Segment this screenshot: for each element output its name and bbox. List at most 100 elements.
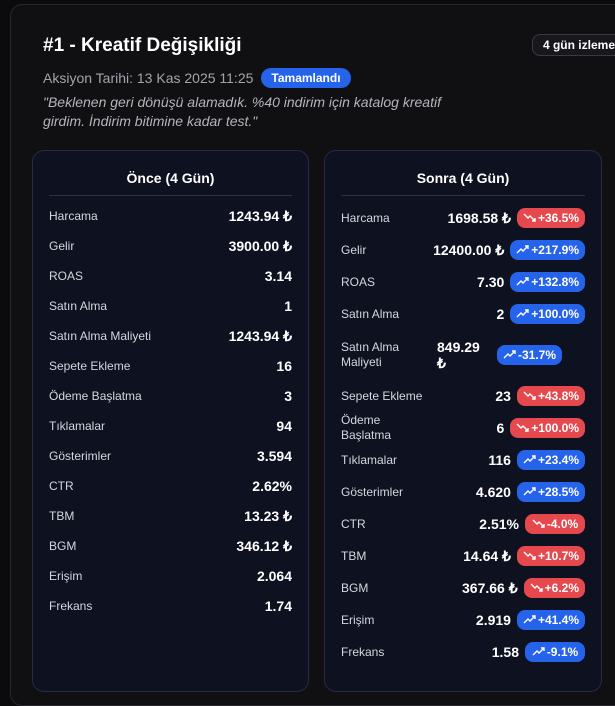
up-icon	[503, 348, 518, 362]
change-badge: +41.4%	[516, 610, 585, 630]
change-badge: -9.1%	[525, 642, 585, 662]
metric-value: 1.74	[264, 598, 292, 614]
metric-row: Satın Alma Maliyeti 1243.94 ₺	[49, 328, 292, 344]
metric-value: 1243.94 ₺	[228, 207, 292, 224]
metric-label: Tıklamalar	[49, 419, 106, 433]
down-icon	[523, 389, 538, 403]
metric-label: Harcama	[49, 209, 98, 223]
metric-value: 2.919	[475, 612, 511, 628]
metric-row: Erişim 2.919 +41.4%	[341, 609, 585, 631]
metric-value: 94	[276, 418, 292, 434]
metric-label: Gösterimler	[341, 484, 404, 499]
metric-row: CTR 2.62%	[49, 478, 292, 494]
metric-row: Gelir 12400.00 ₺ +217.9%	[341, 239, 585, 261]
metric-label: Sepete Ekleme	[341, 388, 423, 403]
up-icon	[523, 485, 538, 499]
metric-value: 6	[496, 420, 505, 436]
metric-row: Satın Alma 2 +100.0%	[341, 303, 585, 325]
metric-value: 16	[276, 358, 292, 374]
metric-value: 367.66 ₺	[462, 579, 518, 596]
metric-label: BGM	[341, 580, 369, 595]
metric-row: Satın Alma Maliyeti 849.29 ₺ -31.7%	[341, 339, 585, 371]
change-value: +100.0%	[531, 421, 579, 435]
metric-value: 4.620	[475, 484, 511, 500]
metric-label: Erişim	[49, 569, 83, 583]
change-badge: -4.0%	[525, 514, 585, 534]
change-badge: +23.4%	[516, 450, 585, 470]
metric-row: Erişim 2.064	[49, 568, 292, 584]
change-value: +43.8%	[537, 389, 579, 403]
action-note: "Beklenen geri dönüşü alamadık. %40 indi…	[43, 94, 441, 129]
action-date: Aksiyon Tarihi: 13 Kas 2025 11:25	[43, 70, 254, 86]
metric-label: Gösterimler	[49, 449, 112, 463]
metric-value: 849.29 ₺	[437, 338, 480, 371]
metric-row: Sepete Ekleme 16	[49, 358, 292, 374]
down-icon	[532, 517, 547, 531]
metric-value: 1.58	[491, 644, 519, 660]
change-badge: +10.7%	[516, 546, 585, 566]
change-value: +132.8%	[531, 275, 579, 289]
after-panel: Sonra (4 Gün) Harcama 1698.58 ₺ +36.5% Geli…	[324, 150, 602, 692]
change-value: +100.0%	[531, 307, 579, 321]
metric-row: Gösterimler 3.594	[49, 448, 292, 464]
metric-row: Harcama 1698.58 ₺ +36.5%	[341, 207, 585, 229]
metric-label: BGM	[49, 539, 77, 553]
down-icon	[530, 581, 545, 595]
metric-row: Gösterimler 4.620 +28.5%	[341, 481, 585, 503]
divider	[49, 195, 292, 196]
change-value: -9.1%	[546, 645, 579, 659]
metric-value: 116	[488, 452, 511, 468]
metric-row: BGM 367.66 ₺ +6.2%	[341, 577, 585, 599]
down-icon	[516, 421, 531, 435]
before-title: Önce (4 Gün)	[126, 170, 215, 186]
metric-row: Tıklamalar 116 +23.4%	[341, 449, 585, 471]
metric-label: Frekans	[341, 644, 385, 659]
metric-value: 2	[496, 306, 505, 322]
before-panel: Önce (4 Gün) Harcama 1243.94 ₺ Gelir 3900.0…	[32, 150, 309, 692]
up-icon	[516, 243, 531, 257]
change-badge: +217.9%	[510, 240, 585, 260]
change-badge: +100.0%	[510, 304, 585, 324]
change-value: +23.4%	[537, 453, 579, 467]
change-badge: +43.8%	[516, 386, 585, 406]
change-value: +36.5%	[537, 211, 579, 225]
metric-label: Frekans	[49, 599, 93, 613]
metric-row: TBM 14.64 ₺ +10.7%	[341, 545, 585, 567]
metric-row: Tıklamalar 94	[49, 418, 292, 434]
metric-row: Ödeme Başlatma 3	[49, 388, 292, 404]
metric-row: Frekans 1.58 -9.1%	[341, 641, 585, 663]
metric-label: Tıklamalar	[341, 452, 398, 467]
divider	[341, 195, 585, 196]
metric-label: Ödeme Başlatma	[49, 389, 142, 403]
metric-label: Satın Alma Maliyeti	[341, 340, 400, 369]
metric-label: ROAS	[49, 269, 84, 283]
metric-row: Sepete Ekleme 23 +43.8%	[341, 385, 585, 407]
metric-label: ROAS	[341, 274, 376, 289]
up-icon	[516, 275, 531, 289]
down-icon	[523, 211, 538, 225]
metric-label: Sepete Ekleme	[49, 359, 131, 373]
metric-label: TBM	[341, 548, 367, 563]
metric-row: Harcama 1243.94 ₺	[49, 208, 292, 224]
metric-label: TBM	[49, 509, 75, 523]
change-badge: -31.7%	[497, 345, 563, 365]
metric-label: Ödeme Başlatma	[341, 413, 392, 442]
metric-value: 1	[284, 298, 292, 314]
metric-label: Satın Alma Maliyeti	[49, 329, 152, 343]
metric-value: 2.064	[256, 568, 292, 584]
metric-row: CTR 2.51% -4.0%	[341, 513, 585, 535]
metric-row: ROAS 3.14	[49, 268, 292, 284]
metric-value: 13.23 ₺	[244, 507, 292, 524]
change-value: +217.9%	[531, 243, 579, 257]
metric-row: Satın Alma 1	[49, 298, 292, 314]
metric-row: Frekans 1.74	[49, 598, 292, 614]
metric-value: 3900.00 ₺	[228, 237, 292, 254]
metric-value: 12400.00 ₺	[433, 241, 505, 258]
change-value: +10.7%	[537, 549, 579, 563]
metric-value: 2.51%	[479, 516, 519, 532]
metric-row: Gelir 3900.00 ₺	[49, 238, 292, 254]
change-badge: +28.5%	[516, 482, 585, 502]
up-icon	[523, 453, 538, 467]
metric-label: Satın Alma	[49, 299, 108, 313]
metric-label: CTR	[49, 479, 74, 493]
